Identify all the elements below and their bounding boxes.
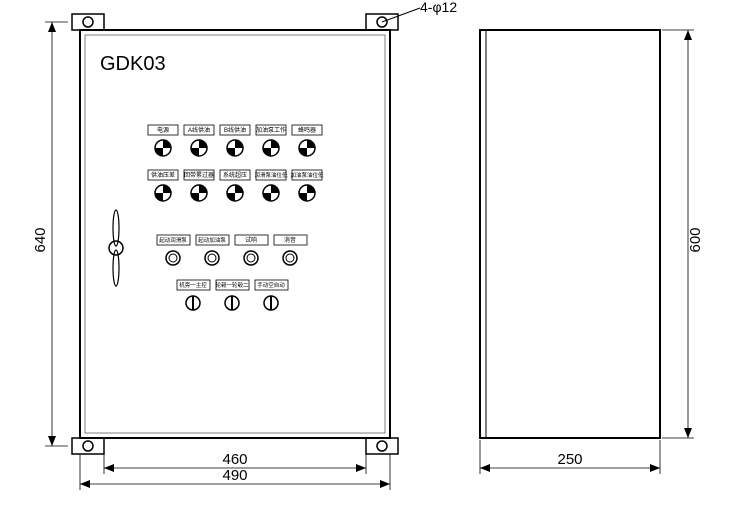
enclosure-side	[480, 30, 660, 438]
svg-text:起动加油泵: 起动加油泵	[198, 236, 226, 244]
front-view: 4-φ12 GDK03 电源 A线供油 B线供油	[72, 0, 457, 454]
svg-text:电源: 电源	[157, 126, 169, 134]
indicator-2-1: 供油压差	[148, 170, 178, 201]
svg-text:250: 250	[557, 451, 582, 468]
svg-text:起动润滑泵: 起动润滑泵	[159, 236, 187, 244]
switch-4-1: 机旁一主控	[177, 280, 210, 310]
switch-4-3: 手动空自动	[255, 280, 288, 310]
enclosure-front	[80, 30, 390, 438]
switch-4-2: 轮毂一轮毂二	[215, 280, 249, 310]
button-3-3: 试响	[235, 235, 268, 265]
button-3-4: 消音	[274, 235, 307, 265]
svg-text:轮毂一轮毂二: 轮毂一轮毂二	[215, 281, 249, 289]
svg-text:蜂鸣器: 蜂鸣器	[298, 126, 316, 134]
dimension-height-640: 640	[32, 22, 68, 446]
indicator-row-2: 供油压差 回带累过器 系统超压 润滑泵油位低	[148, 170, 324, 201]
svg-text:手动空自动: 手动空自动	[257, 281, 285, 289]
svg-text:回带累过器: 回带累过器	[184, 171, 214, 179]
door-handle	[109, 210, 123, 286]
indicator-2-3: 系统超压	[220, 170, 250, 201]
switch-row-4: 机旁一主控 轮毂一轮毂二 手动空自动	[177, 280, 288, 310]
svg-text:供油压差: 供油压差	[151, 171, 175, 179]
dimension-side-height-600: 600	[662, 30, 704, 438]
svg-text:系统超压: 系统超压	[223, 171, 247, 179]
svg-text:460: 460	[222, 451, 247, 468]
dimension-side-width-250: 250	[480, 440, 660, 474]
indicator-2-4: 润滑泵油位低	[254, 170, 288, 201]
svg-text:消音: 消音	[284, 236, 296, 244]
model-label: GDK03	[100, 53, 166, 75]
indicator-1-3: B线供油	[220, 125, 250, 156]
indicator-2-5: 加油泵油位低	[290, 170, 324, 201]
button-3-1: 起动润滑泵	[157, 235, 190, 265]
indicator-2-2: 回带累过器	[184, 170, 214, 201]
callout-leader	[382, 8, 420, 22]
svg-text:润滑泵油位低: 润滑泵油位低	[254, 171, 288, 179]
svg-text:640: 640	[32, 227, 49, 252]
svg-text:加油泵油位低: 加油泵油位低	[290, 171, 324, 179]
svg-text:机旁一主控: 机旁一主控	[179, 281, 207, 289]
indicator-1-5: 蜂鸣器	[292, 125, 322, 156]
button-3-2: 起动加油泵	[196, 235, 229, 265]
svg-text:试响: 试响	[245, 236, 257, 244]
mounting-tab-bl	[72, 438, 104, 454]
svg-text:490: 490	[222, 467, 247, 484]
indicator-1-1: 电源	[148, 125, 178, 156]
enclosure-front-inner	[85, 35, 385, 433]
callout-text: 4-φ12	[420, 0, 457, 15]
button-row-3: 起动润滑泵 起动加油泵 试响 消音	[157, 235, 307, 265]
mounting-tab-br	[366, 438, 398, 454]
indicator-1-2: A线供油	[184, 125, 214, 156]
svg-text:B线供油: B线供油	[224, 126, 246, 134]
indicator-row-1: 电源 A线供油 B线供油 加油泵工作	[148, 125, 322, 156]
mounting-tab-tl	[72, 14, 104, 30]
svg-text:加油泵工作: 加油泵工作	[256, 126, 286, 134]
svg-text:A线供油: A线供油	[188, 126, 210, 134]
side-view	[480, 30, 660, 438]
indicator-1-4: 加油泵工作	[256, 125, 286, 156]
svg-text:600: 600	[687, 227, 704, 252]
